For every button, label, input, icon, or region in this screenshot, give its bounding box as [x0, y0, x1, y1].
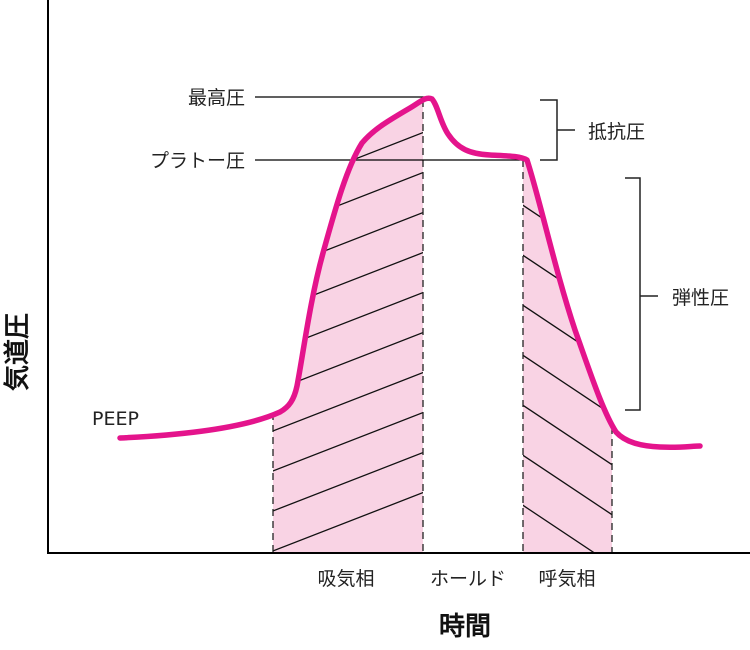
plateau-pressure-label: プラトー圧	[150, 150, 245, 172]
resistance-bracket	[540, 99, 575, 161]
elastic-bracket	[625, 177, 658, 411]
hold-phase-label: ホールド	[430, 568, 506, 590]
expiration-shaded-area	[523, 160, 612, 552]
inspiration-phase-label: 吸気相	[317, 568, 374, 590]
peep-label: PEEP	[92, 408, 139, 430]
phase-dividers	[272, 100, 613, 552]
expiration-phase-label: 呼気相	[538, 568, 595, 590]
inspiration-shaded-area	[273, 97, 430, 552]
peak-pressure-label: 最高圧	[188, 87, 245, 109]
elastic-pressure-label: 弾性圧	[672, 287, 729, 309]
y-axis-title: 気道圧	[2, 313, 33, 391]
resistance-pressure-label: 抵抗圧	[588, 121, 645, 143]
airway-pressure-curve	[117, 95, 703, 451]
x-axis-title: 時間	[439, 612, 491, 642]
